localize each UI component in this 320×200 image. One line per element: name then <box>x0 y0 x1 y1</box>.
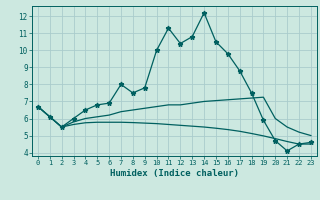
X-axis label: Humidex (Indice chaleur): Humidex (Indice chaleur) <box>110 169 239 178</box>
